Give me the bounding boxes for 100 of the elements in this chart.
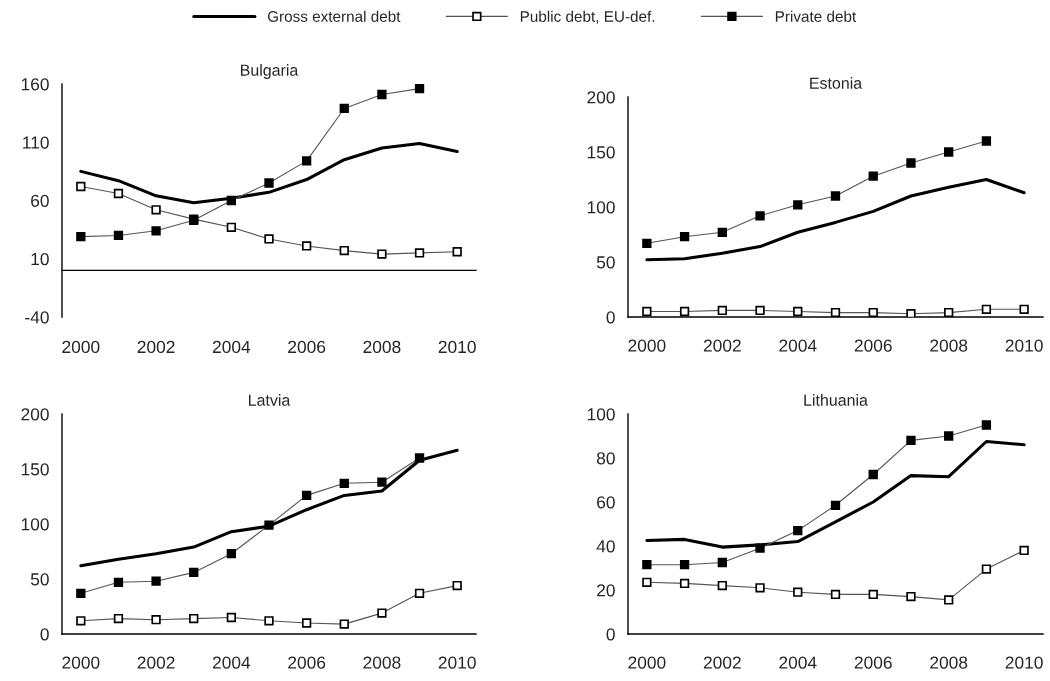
y-tick-label: 110 xyxy=(23,136,49,149)
legend-label: Private debt xyxy=(775,10,857,22)
x-tick-label: 2010 xyxy=(438,340,476,354)
point xyxy=(642,577,652,587)
line-series xyxy=(79,141,459,206)
point xyxy=(944,595,954,605)
x-tick-label: 2008 xyxy=(930,339,968,352)
point xyxy=(793,200,803,210)
chart-title: Bulgaria xyxy=(241,64,299,79)
chart-title: Estonia xyxy=(810,77,863,89)
x-tick-label: 2002 xyxy=(137,656,175,669)
point xyxy=(906,591,916,602)
point xyxy=(981,136,992,146)
point xyxy=(189,567,199,578)
point xyxy=(755,583,765,593)
point xyxy=(793,587,803,597)
x-tick-label: 2006 xyxy=(854,656,892,669)
point xyxy=(377,89,387,100)
point xyxy=(868,469,878,480)
y-tick-label: 200 xyxy=(587,91,615,104)
y-tick-label: 50 xyxy=(30,573,49,586)
point xyxy=(642,306,652,317)
point xyxy=(868,589,878,600)
chart-title: Lithuania xyxy=(804,394,868,406)
y-tick-label: 160 xyxy=(21,78,49,91)
point xyxy=(189,613,199,624)
point xyxy=(793,525,803,536)
x-tick-label: 2008 xyxy=(363,340,401,354)
y-tick-label: 60 xyxy=(31,194,49,207)
y-tick-label: 150 xyxy=(21,463,49,476)
y-tick-label: -40 xyxy=(25,311,49,324)
point xyxy=(793,306,803,317)
point xyxy=(755,305,765,316)
point xyxy=(414,453,425,463)
x-tick-label: 2004 xyxy=(212,340,251,354)
point xyxy=(679,232,690,242)
x-tick-label: 2002 xyxy=(703,656,741,669)
point xyxy=(113,230,124,241)
point xyxy=(1019,545,1029,556)
point xyxy=(113,613,124,624)
point xyxy=(339,103,349,114)
point xyxy=(830,307,841,317)
point xyxy=(944,147,954,157)
point xyxy=(301,241,312,251)
legend-label: Public debt, EU-def. xyxy=(520,10,655,24)
y-tick-label: 0 xyxy=(606,311,615,324)
x-tick-label: 2008 xyxy=(363,656,401,669)
point xyxy=(906,309,916,317)
point xyxy=(642,560,652,570)
point xyxy=(76,231,86,242)
y-tick-label: 10 xyxy=(31,252,49,266)
x-tick-label: 2008 xyxy=(930,656,968,669)
y-tick-label: 150 xyxy=(587,146,615,159)
point xyxy=(414,84,425,94)
point xyxy=(414,248,425,258)
y-tick-label: 100 xyxy=(587,201,615,214)
point xyxy=(868,307,878,317)
y-tick-label: 0 xyxy=(606,628,615,641)
point xyxy=(1019,304,1029,314)
y-tick-label: 80 xyxy=(596,452,615,465)
x-tick-label: 2000 xyxy=(628,339,666,352)
line-series xyxy=(79,448,459,568)
point xyxy=(717,227,727,237)
x-tick-label: 2010 xyxy=(438,656,476,669)
point xyxy=(151,205,161,215)
point xyxy=(717,580,727,591)
point xyxy=(906,158,916,168)
y-tick-label: 0 xyxy=(40,628,49,641)
point xyxy=(113,188,124,199)
line-series xyxy=(645,177,1026,262)
point xyxy=(151,576,161,586)
point xyxy=(717,305,727,316)
point xyxy=(717,557,727,568)
point xyxy=(981,304,992,314)
legend-label: Gross external debt xyxy=(267,10,401,22)
y-tick-label: 200 xyxy=(21,408,49,421)
point xyxy=(452,580,462,591)
point xyxy=(226,195,237,206)
point xyxy=(151,226,161,236)
x-tick-label: 2004 xyxy=(212,656,251,669)
point xyxy=(301,618,312,628)
point xyxy=(264,178,274,188)
x-tick-label: 2006 xyxy=(854,339,892,352)
x-tick-label: 2000 xyxy=(62,656,100,669)
point xyxy=(830,589,841,600)
point xyxy=(868,171,878,181)
point xyxy=(339,619,349,629)
point xyxy=(226,222,237,232)
x-tick-label: 2002 xyxy=(137,340,175,354)
point xyxy=(339,245,349,256)
point xyxy=(377,608,387,618)
point xyxy=(151,615,161,625)
x-tick-label: 2006 xyxy=(288,656,326,669)
x-tick-label: 2000 xyxy=(62,340,100,354)
point xyxy=(981,564,992,574)
point xyxy=(377,477,387,487)
x-tick-label: 2010 xyxy=(1005,656,1043,669)
point xyxy=(679,306,690,317)
point xyxy=(944,307,954,317)
y-tick-label: 20 xyxy=(597,584,615,597)
